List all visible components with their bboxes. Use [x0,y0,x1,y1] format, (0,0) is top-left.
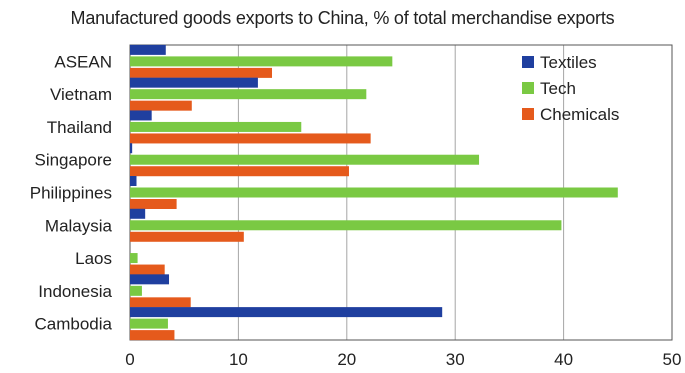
bar-tech-vietnam [130,89,367,100]
category-label: Vietnam [50,85,112,104]
bar-tech-thailand [130,121,302,132]
bar-tech-laos [130,253,138,264]
legend-label-tech: Tech [540,79,576,98]
bar-chemicals-singapore [130,166,349,177]
bar-chemicals-indonesia [130,297,191,308]
category-label: ASEAN [54,52,112,71]
bar-tech-singapore [130,154,480,165]
legend-label-chemicals: Chemicals [540,105,619,124]
bar-tech-malaysia [130,220,562,231]
legend: Textiles Tech Chemicals [522,53,619,124]
bar-chemicals-malaysia [130,231,244,242]
bar-textiles-vietnam [130,77,258,88]
bar-chemicals-philippines [130,199,177,209]
x-tick-label: 0 [125,350,134,369]
category-label: Cambodia [35,315,113,334]
bar-textiles-asean [130,44,166,55]
x-tick-label: 20 [337,350,356,369]
x-tick-label: 50 [663,350,682,369]
bar-tech-indonesia [130,285,142,296]
category-label: Singapore [34,151,112,170]
bar-tech-asean [130,56,393,67]
bar-textiles-thailand [130,110,152,121]
bar-tech-cambodia [130,318,168,329]
bar-chemicals-vietnam [130,100,192,111]
bar-textiles-singapore [130,143,133,154]
x-axis-ticks: 0 10 20 30 40 50 [125,350,681,369]
x-tick-label: 30 [446,350,465,369]
category-labels: ASEAN Vietnam Thailand Singapore Philippines… [30,52,113,333]
category-label: Philippines [30,184,112,203]
legend-swatch-chemicals [522,108,534,120]
category-label: Indonesia [38,282,112,301]
x-tick-label: 10 [229,350,248,369]
category-label: Malaysia [45,216,113,235]
legend-label-textiles: Textiles [540,53,597,72]
bar-textiles-philippines [130,176,137,186]
category-label: Laos [75,249,112,268]
bar-chemicals-thailand [130,133,371,144]
bar-textiles-cambodia [130,307,443,318]
bar-textiles-malaysia [130,208,146,219]
bar-textiles-indonesia [130,274,170,285]
chart-title: Manufactured goods exports to China, % o… [70,8,615,28]
bar-tech-philippines [130,187,618,198]
legend-swatch-tech [522,82,534,94]
x-tick-label: 40 [554,350,573,369]
bar-chemicals-cambodia [130,330,175,341]
category-label: Thailand [47,118,112,137]
bars [130,44,618,341]
bar-chemicals-asean [130,67,273,78]
bar-chemicals-laos [130,264,165,275]
legend-swatch-textiles [522,56,534,68]
